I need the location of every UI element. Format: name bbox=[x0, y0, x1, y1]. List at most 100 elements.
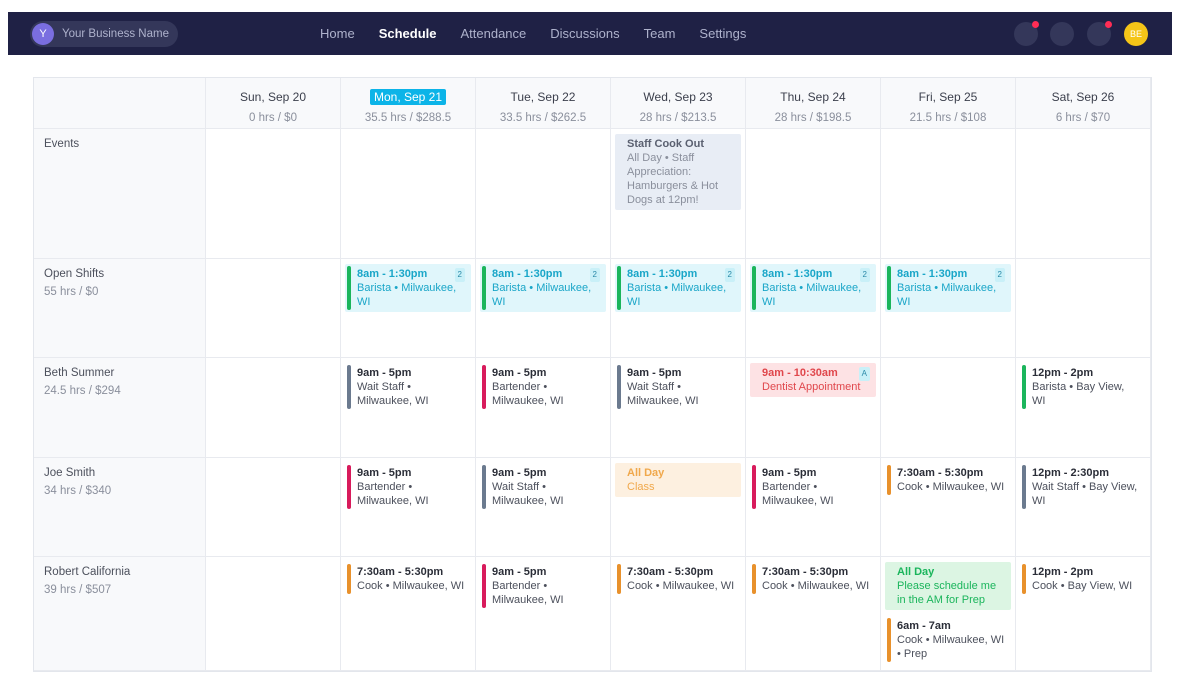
day-cell[interactable] bbox=[1016, 259, 1151, 358]
day-total: 21.5 hrs / $108 bbox=[909, 112, 987, 124]
day-cell[interactable] bbox=[881, 358, 1016, 458]
day-header[interactable]: Tue, Sep 22 33.5 hrs / $262.5 bbox=[476, 78, 611, 129]
shift-time: 9am - 10:30am bbox=[762, 367, 838, 379]
day-cell[interactable] bbox=[206, 129, 341, 259]
help[interactable] bbox=[1050, 22, 1074, 46]
shift-time: All Day bbox=[897, 566, 935, 578]
day-cell[interactable] bbox=[476, 129, 611, 259]
day-cell[interactable]: 8am - 1:30pm Barista • Milwaukee, WI 2 bbox=[341, 259, 476, 358]
nav-item[interactable]: Discussions bbox=[550, 26, 620, 41]
day-cell[interactable]: 9am - 5pm Wait Staff • Milwaukee, WI bbox=[611, 358, 746, 458]
shift-time: 9am - 5pm bbox=[357, 467, 412, 479]
day-cell[interactable]: 9am - 10:30am Dentist Appointment A bbox=[746, 358, 881, 458]
user-avatar[interactable]: BE bbox=[1124, 22, 1148, 46]
notifications[interactable] bbox=[1014, 21, 1039, 46]
day-cell[interactable] bbox=[881, 129, 1016, 259]
nav-item[interactable]: Home bbox=[320, 26, 355, 41]
shift-time: 12pm - 2pm bbox=[1032, 367, 1094, 379]
day-cell[interactable]: 8am - 1:30pm Barista • Milwaukee, WI 2 bbox=[476, 259, 611, 358]
day-cell[interactable] bbox=[206, 259, 341, 358]
shift-color-bar bbox=[347, 266, 351, 310]
day-cell[interactable]: 9am - 5pm Wait Staff • Milwaukee, WI bbox=[341, 358, 476, 458]
day-cell[interactable]: 9am - 5pm Bartender • Milwaukee, WI bbox=[476, 557, 611, 671]
shift-card[interactable]: 6am - 7am Cook • Milwaukee, WI • Prep bbox=[885, 616, 1011, 664]
shift-detail: Barista • Milwaukee, WI bbox=[762, 282, 862, 308]
updates[interactable] bbox=[1087, 21, 1112, 46]
shift-badge: 2 bbox=[859, 268, 870, 282]
shift-card[interactable]: 7:30am - 5:30pm Cook • Milwaukee, WI bbox=[615, 562, 741, 596]
day-cell[interactable]: 12pm - 2pm Barista • Bay View, WI bbox=[1016, 358, 1151, 458]
shift-time: 8am - 1:30pm bbox=[897, 268, 968, 280]
shift-time: 9am - 5pm bbox=[357, 367, 412, 379]
day-cell[interactable]: 7:30am - 5:30pm Cook • Milwaukee, WI bbox=[341, 557, 476, 671]
day-cell[interactable] bbox=[206, 358, 341, 458]
shift-card[interactable]: 9am - 5pm Bartender • Milwaukee, WI bbox=[480, 562, 606, 610]
day-cell[interactable]: 9am - 5pm Wait Staff • Milwaukee, WI bbox=[476, 458, 611, 557]
shift-time: 12pm - 2:30pm bbox=[1032, 467, 1110, 479]
day-cell[interactable] bbox=[341, 129, 476, 259]
nav-item[interactable]: Team bbox=[643, 26, 676, 41]
shift-card[interactable]: 12pm - 2:30pm Wait Staff • Bay View, WI bbox=[1020, 463, 1146, 511]
day-cell[interactable]: 7:30am - 5:30pm Cook • Milwaukee, WI bbox=[881, 458, 1016, 557]
shift-detail: Cook • Bay View, WI bbox=[1032, 580, 1133, 592]
shift-detail: Dentist Appointment bbox=[762, 381, 861, 393]
shift-card[interactable]: 9am - 5pm Wait Staff • Milwaukee, WI bbox=[345, 363, 471, 411]
shift-card[interactable]: All Day Please schedule me in the AM for … bbox=[885, 562, 1011, 610]
nav-item[interactable]: Attendance bbox=[460, 26, 527, 41]
day-cell[interactable]: 12pm - 2pm Cook • Bay View, WI bbox=[1016, 557, 1151, 671]
day-cell[interactable]: 9am - 5pm Bartender • Milwaukee, WI bbox=[341, 458, 476, 557]
day-cell[interactable] bbox=[746, 129, 881, 259]
shift-card[interactable]: 9am - 5pm Wait Staff • Milwaukee, WI bbox=[615, 363, 741, 411]
nav-item[interactable]: Settings bbox=[699, 26, 747, 41]
shift-detail: Barista • Milwaukee, WI bbox=[897, 282, 997, 308]
shift-card[interactable]: 7:30am - 5:30pm Cook • Milwaukee, WI bbox=[345, 562, 471, 596]
shift-card[interactable]: 8am - 1:30pm Barista • Milwaukee, WI 2 bbox=[480, 264, 606, 312]
shift-color-bar bbox=[482, 266, 486, 310]
shift-card[interactable]: All Day Class bbox=[615, 463, 741, 497]
day-cell[interactable] bbox=[1016, 129, 1151, 259]
shift-card[interactable]: 9am - 5pm Bartender • Milwaukee, WI bbox=[345, 463, 471, 511]
shift-card[interactable]: 7:30am - 5:30pm Cook • Milwaukee, WI bbox=[750, 562, 876, 596]
day-date: Sat, Sep 26 bbox=[1051, 90, 1115, 104]
shift-time: 8am - 1:30pm bbox=[762, 268, 833, 280]
day-header[interactable]: Sun, Sep 20 0 hrs / $0 bbox=[206, 78, 341, 129]
day-cell[interactable]: Staff Cook Out All Day • Staff Appreciati… bbox=[611, 129, 746, 259]
shift-card[interactable]: Staff Cook Out All Day • Staff Appreciati… bbox=[615, 134, 741, 210]
day-header[interactable]: Mon, Sep 21 35.5 hrs / $288.5 bbox=[341, 78, 476, 129]
shift-detail: Bartender • Milwaukee, WI bbox=[492, 381, 564, 407]
day-header[interactable]: Thu, Sep 24 28 hrs / $198.5 bbox=[746, 78, 881, 129]
shift-card[interactable]: 9am - 5pm Bartender • Milwaukee, WI bbox=[480, 363, 606, 411]
day-cell[interactable]: All Day Class bbox=[611, 458, 746, 557]
shift-card[interactable]: 12pm - 2pm Cook • Bay View, WI bbox=[1020, 562, 1146, 596]
day-cell[interactable] bbox=[206, 458, 341, 557]
shift-card[interactable]: 8am - 1:30pm Barista • Milwaukee, WI 2 bbox=[615, 264, 741, 312]
shift-card[interactable]: 9am - 5pm Wait Staff • Milwaukee, WI bbox=[480, 463, 606, 511]
day-cell[interactable]: 9am - 5pm Bartender • Milwaukee, WI bbox=[746, 458, 881, 557]
day-cell[interactable]: 12pm - 2:30pm Wait Staff • Bay View, WI bbox=[1016, 458, 1151, 557]
shift-badge: 2 bbox=[454, 268, 465, 282]
day-cell[interactable]: All Day Please schedule me in the AM for … bbox=[881, 557, 1016, 671]
shift-time: 9am - 5pm bbox=[492, 367, 547, 379]
day-cell[interactable] bbox=[206, 557, 341, 671]
day-header[interactable]: Fri, Sep 25 21.5 hrs / $108 bbox=[881, 78, 1016, 129]
business-switcher[interactable]: Y Your Business Name bbox=[30, 21, 178, 47]
day-cell[interactable]: 7:30am - 5:30pm Cook • Milwaukee, WI bbox=[746, 557, 881, 671]
shift-card[interactable]: 8am - 1:30pm Barista • Milwaukee, WI 2 bbox=[885, 264, 1011, 312]
day-header[interactable]: Wed, Sep 23 28 hrs / $213.5 bbox=[611, 78, 746, 129]
shift-card[interactable]: 8am - 1:30pm Barista • Milwaukee, WI 2 bbox=[345, 264, 471, 312]
shift-time: 9am - 5pm bbox=[492, 566, 547, 578]
day-cell[interactable]: 9am - 5pm Bartender • Milwaukee, WI bbox=[476, 358, 611, 458]
row-label: Joe Smith 34 hrs / $340 bbox=[34, 458, 206, 557]
shift-card[interactable]: 9am - 10:30am Dentist Appointment A bbox=[750, 363, 876, 397]
shift-card[interactable]: 9am - 5pm Bartender • Milwaukee, WI bbox=[750, 463, 876, 511]
day-cell[interactable]: 8am - 1:30pm Barista • Milwaukee, WI 2 bbox=[881, 259, 1016, 358]
nav-item[interactable]: Schedule bbox=[378, 26, 437, 41]
shift-card[interactable]: 8am - 1:30pm Barista • Milwaukee, WI 2 bbox=[750, 264, 876, 312]
day-cell[interactable]: 8am - 1:30pm Barista • Milwaukee, WI 2 bbox=[611, 259, 746, 358]
day-cell[interactable]: 8am - 1:30pm Barista • Milwaukee, WI 2 bbox=[746, 259, 881, 358]
shift-detail: Barista • Milwaukee, WI bbox=[492, 282, 592, 308]
shift-card[interactable]: 12pm - 2pm Barista • Bay View, WI bbox=[1020, 363, 1146, 411]
day-cell[interactable]: 7:30am - 5:30pm Cook • Milwaukee, WI bbox=[611, 557, 746, 671]
shift-card[interactable]: 7:30am - 5:30pm Cook • Milwaukee, WI bbox=[885, 463, 1011, 497]
day-header[interactable]: Sat, Sep 26 6 hrs / $70 bbox=[1016, 78, 1151, 129]
